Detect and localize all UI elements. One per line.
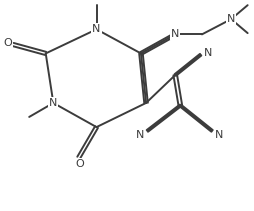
Text: O: O xyxy=(76,159,84,169)
Text: O: O xyxy=(3,38,12,48)
Text: N: N xyxy=(171,29,179,39)
Text: N: N xyxy=(92,24,101,34)
Text: N: N xyxy=(204,48,212,58)
Text: N: N xyxy=(227,14,235,24)
Text: N: N xyxy=(215,130,223,140)
Text: N: N xyxy=(49,98,57,108)
Text: N: N xyxy=(136,130,144,140)
